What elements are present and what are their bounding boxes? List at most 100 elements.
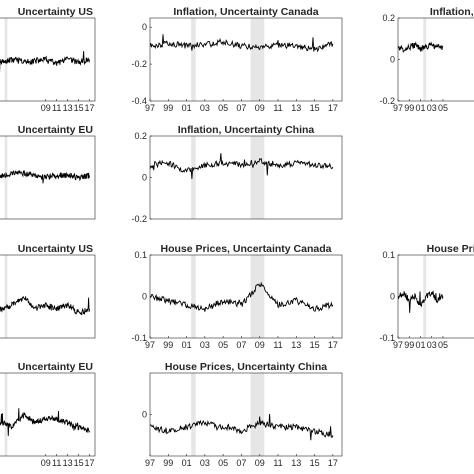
x-tick-label: 05	[438, 340, 448, 350]
y-tick-label: 0.2	[382, 13, 395, 23]
x-tick-label: 99	[404, 340, 414, 350]
shaded-region	[250, 18, 265, 101]
y-tick-label: -0.2	[131, 59, 147, 69]
series-line	[398, 290, 444, 313]
x-tick-label: 03	[200, 458, 210, 468]
axes-frame	[149, 254, 343, 339]
x-tick-label: 15	[74, 458, 84, 468]
shaded-region	[250, 255, 265, 338]
y-tick-label: 0	[142, 410, 147, 420]
y-tick-label: 0.2	[134, 131, 147, 141]
x-tick-label: 99	[163, 340, 173, 350]
x-tick-label: 17	[85, 458, 95, 468]
x-tick-label: 17	[85, 103, 95, 113]
x-tick-label: 99	[163, 458, 173, 468]
x-tick-label: 97	[145, 340, 155, 350]
axes-frame	[0, 17, 96, 102]
x-tick-label: 97	[393, 103, 403, 113]
panel-9: Uncertainty EU 09 11 13 15 17	[0, 361, 96, 468]
panel-4: Uncertainty EU	[0, 124, 96, 220]
series-line	[150, 281, 334, 312]
x-tick-label: 13	[291, 340, 301, 350]
x-tick-label: 15	[310, 458, 320, 468]
y-tick-label: -0.4	[131, 96, 147, 106]
axes-frame	[397, 17, 474, 102]
series-line	[150, 34, 334, 53]
axes-frame	[149, 135, 343, 220]
y-tick-label: 0.1	[382, 250, 395, 260]
x-tick-label: 97	[393, 340, 403, 350]
axes-frame	[0, 372, 96, 457]
x-tick-label: 11	[273, 103, 282, 113]
shaded-region	[191, 136, 196, 219]
x-tick-label: 09	[255, 340, 265, 350]
axes-frame	[149, 372, 343, 457]
y-tick-label: 0.1	[134, 250, 147, 260]
panel-title: House Prices, Uncertainty China	[165, 361, 327, 373]
shaded-region	[4, 373, 8, 456]
x-tick-label: 01	[415, 340, 425, 350]
x-tick-label: 15	[310, 340, 320, 350]
series-line	[398, 41, 444, 54]
panel-2: Inflation, Uncertainty Canada 97 99 01 03 05 0…	[131, 6, 343, 113]
y-tick-label: 0	[142, 292, 147, 302]
y-tick-label: -0.2	[131, 214, 147, 224]
shaded-region	[191, 255, 196, 338]
y-tick-label: -0.1	[131, 333, 147, 343]
panel-title: Uncertainty US	[18, 243, 93, 255]
x-tick-label: 09	[255, 103, 265, 113]
panel-title: Uncertainty EU	[18, 361, 93, 373]
x-tick-label: 09	[255, 458, 265, 468]
x-tick-label: 11	[273, 340, 282, 350]
axes-frame	[149, 17, 343, 102]
x-tick-label: 97	[145, 103, 155, 113]
series-line	[0, 51, 90, 73]
y-tick-label: -0.1	[379, 333, 395, 343]
x-tick-label: 11	[273, 458, 282, 468]
x-tick-label: 99	[163, 103, 173, 113]
panel-title: Uncertainty US	[18, 6, 93, 18]
x-tick-label: 09	[41, 103, 51, 113]
shaded-region	[191, 18, 196, 101]
x-tick-label: 05	[218, 340, 228, 350]
shaded-region	[423, 18, 427, 101]
x-tick-label: 01	[182, 458, 192, 468]
panel-1: Uncertainty US 09 11 13 15 17	[0, 6, 96, 113]
x-tick-label: 17	[328, 340, 338, 350]
x-tick-label: 17	[328, 458, 338, 468]
x-tick-label: 11	[52, 103, 61, 113]
series-line	[0, 296, 90, 316]
x-tick-label: 15	[74, 103, 84, 113]
panel-5: Inflation, Uncertainty China 0.2 0 -0.2	[131, 124, 343, 224]
panel-title: Inflation, U	[430, 6, 474, 18]
x-tick-label: 05	[438, 103, 448, 113]
x-tick-label: 07	[236, 103, 246, 113]
shaded-region	[250, 373, 265, 456]
x-tick-label: 97	[145, 458, 155, 468]
x-tick-label: 17	[328, 103, 338, 113]
shaded-region	[250, 136, 265, 219]
series-line	[150, 153, 334, 180]
y-tick-label: 0	[142, 22, 147, 32]
y-tick-label: -0.2	[379, 96, 395, 106]
x-tick-label: 13	[291, 458, 301, 468]
x-tick-label: 03	[200, 340, 210, 350]
x-tick-label: 07	[236, 340, 246, 350]
y-tick-label: 0	[142, 173, 147, 183]
panel-title: House Price	[427, 243, 474, 255]
series-line	[150, 413, 334, 441]
axes-frame	[0, 135, 96, 220]
panel-6: Uncertainty US	[0, 243, 96, 339]
panel-title: Inflation, Uncertainty Canada	[173, 6, 318, 18]
x-tick-label: 99	[404, 103, 414, 113]
x-tick-label: 01	[182, 103, 192, 113]
x-tick-label: 05	[218, 103, 228, 113]
panel-10: House Prices, Uncertainty China 97 99 01 03 0…	[142, 361, 343, 468]
shaded-region	[4, 18, 8, 101]
x-tick-label: 09	[41, 458, 51, 468]
shaded-region	[423, 255, 427, 338]
series-line	[0, 169, 90, 184]
panel-title: Uncertainty EU	[18, 124, 93, 136]
